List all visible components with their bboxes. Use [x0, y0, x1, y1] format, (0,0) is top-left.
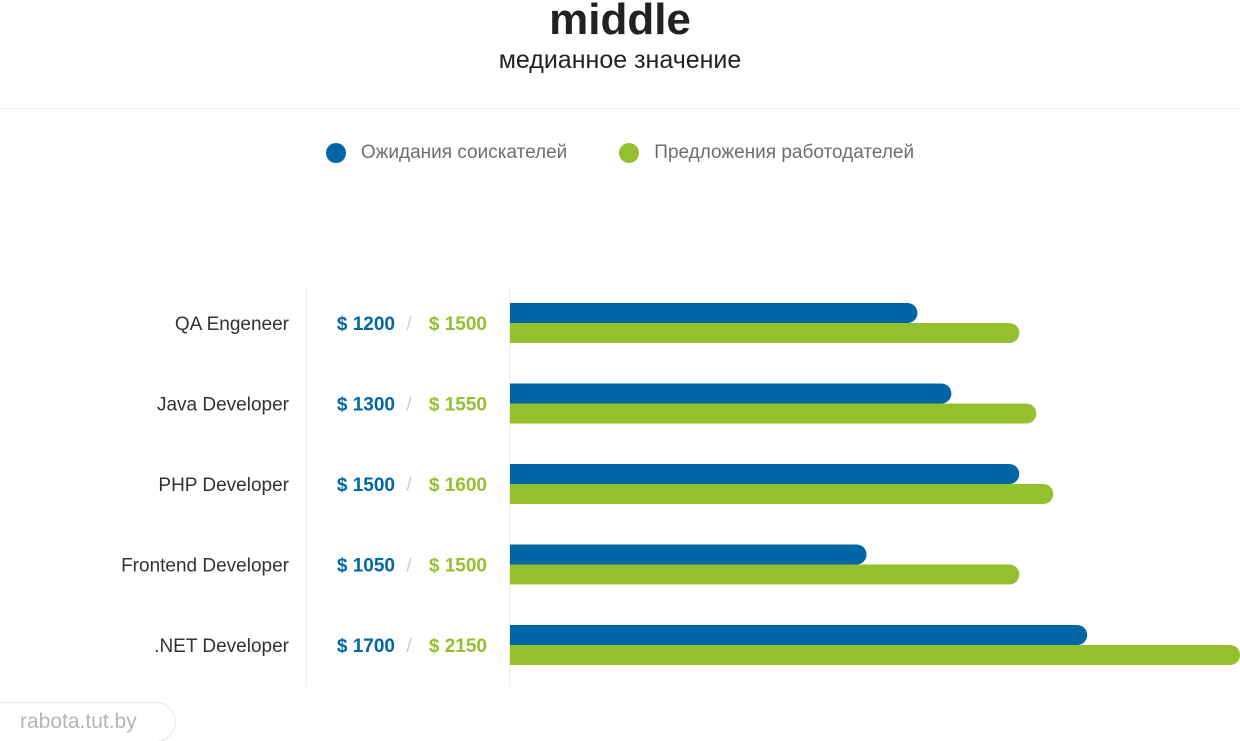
category-label: Frontend Developer	[121, 556, 290, 577]
legend-item-offers: Предложения работодателей	[619, 142, 914, 164]
bar-offers	[510, 484, 1054, 504]
category-label: QA Engeneer	[175, 314, 290, 335]
expectation-value-label: $ 1500	[337, 475, 395, 496]
value-separator: /	[406, 314, 412, 335]
value-separator: /	[406, 556, 412, 577]
bar-offers	[510, 645, 1240, 665]
expectation-value-label: $ 1700	[337, 636, 395, 657]
chart-legend: Ожидания соискателей Предложения работод…	[0, 138, 1240, 168]
value-separator: /	[406, 475, 412, 496]
legend-dot-offers	[619, 143, 640, 163]
bar-expectations	[510, 464, 1020, 484]
column-divider-left	[306, 285, 307, 685]
legend-dot-expectations	[325, 143, 346, 163]
bar-offers	[510, 323, 1020, 343]
chart-subtitle: медианное значение	[498, 46, 742, 74]
bar-offers	[510, 564, 1020, 585]
bar-offers	[510, 403, 1037, 424]
expectation-value-label: $ 1300	[337, 395, 395, 416]
legend-label-expectations: Ожидания соискателей	[360, 142, 568, 163]
expectation-value-label: $ 1050	[337, 556, 395, 577]
expectation-value-label: $ 1200	[337, 314, 395, 335]
offer-value-label: $ 1500	[429, 556, 487, 577]
bar-expectations	[510, 383, 952, 404]
category-label: PHP Developer	[158, 475, 289, 496]
chart-title: middle	[549, 0, 691, 44]
column-divider-right	[509, 285, 510, 685]
category-label: Java Developer	[157, 395, 290, 416]
offer-value-label: $ 1500	[429, 314, 487, 335]
chart-header: middle медианное значение	[0, 0, 1240, 109]
offer-value-label: $ 2150	[429, 636, 487, 657]
offer-value-label: $ 1600	[429, 475, 487, 496]
legend-label-offers: Предложения работодателей	[654, 142, 915, 163]
bar-expectations	[510, 544, 867, 565]
bar-expectations	[510, 625, 1088, 645]
legend-item-expectations: Ожидания соискателей	[325, 142, 568, 164]
bar-expectations	[510, 303, 918, 323]
value-separator: /	[406, 636, 412, 657]
offer-value-label: $ 1550	[429, 395, 487, 416]
category-label: .NET Developer	[154, 636, 289, 657]
watermark: rabota.tut.by	[0, 702, 176, 741]
value-separator: /	[406, 395, 412, 416]
